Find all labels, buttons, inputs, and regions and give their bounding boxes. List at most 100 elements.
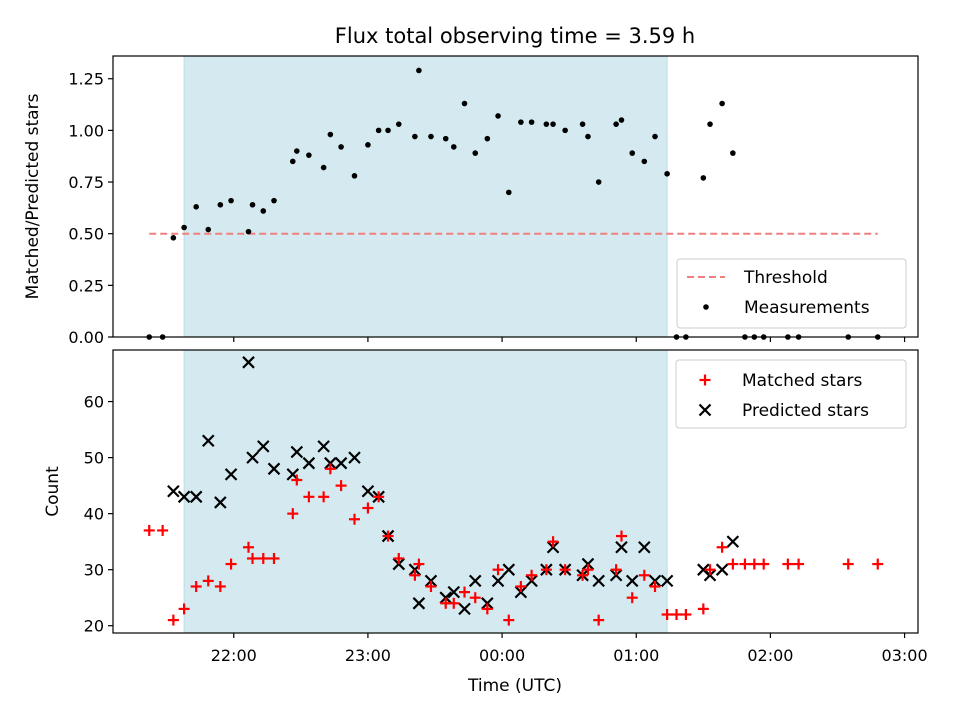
matched-star-point: [459, 586, 471, 598]
matched-star-point: [413, 558, 425, 570]
matched-star-point: [303, 491, 315, 503]
measurement-point: [351, 173, 358, 179]
matched-star-point: [349, 513, 360, 525]
matched-star-point: [287, 508, 299, 520]
matched-star-point: [247, 552, 259, 564]
predicted-star-point: [424, 574, 438, 588]
count-panel-frame: [112, 349, 919, 634]
predicted-star-point: [502, 563, 516, 576]
matched-star-point: [540, 564, 552, 576]
matched-star-point: [615, 530, 627, 542]
matched-star-point: [716, 541, 728, 553]
matched-star-point: [638, 569, 650, 581]
measurement-point: [543, 121, 550, 127]
measurement-point: [518, 119, 524, 125]
measurement-point: [193, 204, 199, 210]
measurement-point: [338, 144, 344, 150]
count-y-axis: 20 30 40 50 60: [84, 393, 113, 636]
measurement-point: [395, 121, 402, 127]
matched-star-point: [373, 491, 385, 503]
predicted-star-point: [447, 585, 461, 599]
x-axis-label: Time (UTC): [467, 676, 562, 696]
matched-star-point: [393, 552, 405, 564]
matched-star-point: [758, 558, 770, 570]
matched-star-point: [671, 609, 682, 621]
measurement-point: [205, 226, 212, 233]
y-tick-label: 0.50: [68, 225, 104, 244]
ratio-panel-frame: [112, 55, 919, 338]
x-tick-label: 03:00: [882, 646, 928, 665]
measurement-point: [472, 150, 479, 156]
measurement-point: [306, 152, 312, 158]
predicted-star-point: [439, 591, 453, 604]
predicted-star-point: [726, 535, 740, 548]
legend-matched-label: Matched stars: [742, 371, 862, 391]
predicted-star-point: [525, 574, 538, 588]
measurement-point: [320, 164, 327, 171]
measurement-point: [719, 100, 725, 107]
predicted-star-point: [660, 574, 674, 588]
measurement-point: [170, 235, 177, 241]
measurement-point: [365, 142, 371, 148]
matched-star-point: [409, 569, 421, 581]
matched-star-point: [610, 564, 622, 576]
observing-window-shade: [183, 349, 668, 634]
matched-star-point: [214, 580, 226, 592]
predicted-star-point: [334, 456, 348, 470]
measurement-point: [260, 208, 267, 214]
matched-star-point: [268, 552, 280, 564]
legend-predicted-swatch: [698, 403, 712, 417]
observing-window-shade: [183, 55, 668, 338]
y-tick-label: 0.25: [68, 276, 104, 295]
measurement-point: [550, 121, 556, 127]
matched-star-point: [739, 558, 751, 570]
matched-star-point: [425, 580, 437, 592]
matched-star-point: [782, 558, 794, 570]
y-tick-label: 0.00: [68, 328, 104, 347]
matched-star-point: [582, 564, 594, 576]
predicted-star-point: [514, 585, 528, 599]
matched-star-point: [167, 614, 179, 626]
y-tick-label: 60: [84, 393, 104, 412]
measurement-point: [664, 170, 670, 177]
matched-star-point: [202, 575, 214, 587]
predicted-star-point: [177, 490, 191, 504]
measurement-point: [385, 127, 391, 134]
measurement-point: [294, 148, 300, 154]
legend-box: [676, 258, 907, 329]
measurement-point: [461, 100, 468, 107]
y-tick-label: 40: [84, 505, 104, 524]
predicted-star-point: [609, 569, 623, 582]
matched-star-point: [324, 463, 336, 475]
matched-star-point: [661, 609, 673, 621]
measurement-point: [228, 197, 234, 204]
predicted-star-point: [167, 484, 180, 498]
predicted-star-point: [324, 456, 337, 470]
matched-star-point: [559, 564, 571, 576]
predicted-star-point: [317, 440, 330, 453]
predicted-star-point: [615, 540, 628, 554]
predicted-star-point: [189, 490, 203, 504]
ratio-y-axis-label: Matched/Predicted stars: [23, 93, 43, 299]
chart-title: Flux total observing time = 3.59 h: [335, 24, 695, 48]
predicted-star-point: [648, 574, 662, 588]
predicted-star-point: [581, 557, 595, 571]
measurement-point: [585, 133, 591, 140]
count-plot-layer: [143, 356, 884, 626]
y-tick-label: 20: [84, 617, 104, 636]
matched-star-point: [335, 480, 347, 492]
measurement-point: [562, 127, 568, 134]
matched-star-point: [547, 536, 559, 548]
matched-star-point: [190, 580, 202, 592]
measurement-point: [629, 150, 636, 156]
measurement-point: [249, 201, 256, 208]
y-tick-label: 30: [84, 561, 104, 580]
predicted-star-point: [491, 574, 505, 588]
measurement-point: [245, 228, 252, 235]
count-panel: 20 30 40 50 60 22:00 23:00 00:00 01:00 02:00 03:0…: [43, 349, 928, 665]
matched-star-point: [515, 580, 527, 592]
measurement-point: [613, 121, 619, 127]
matched-star-point: [382, 530, 394, 542]
ratio-plot-layer: [146, 67, 881, 340]
